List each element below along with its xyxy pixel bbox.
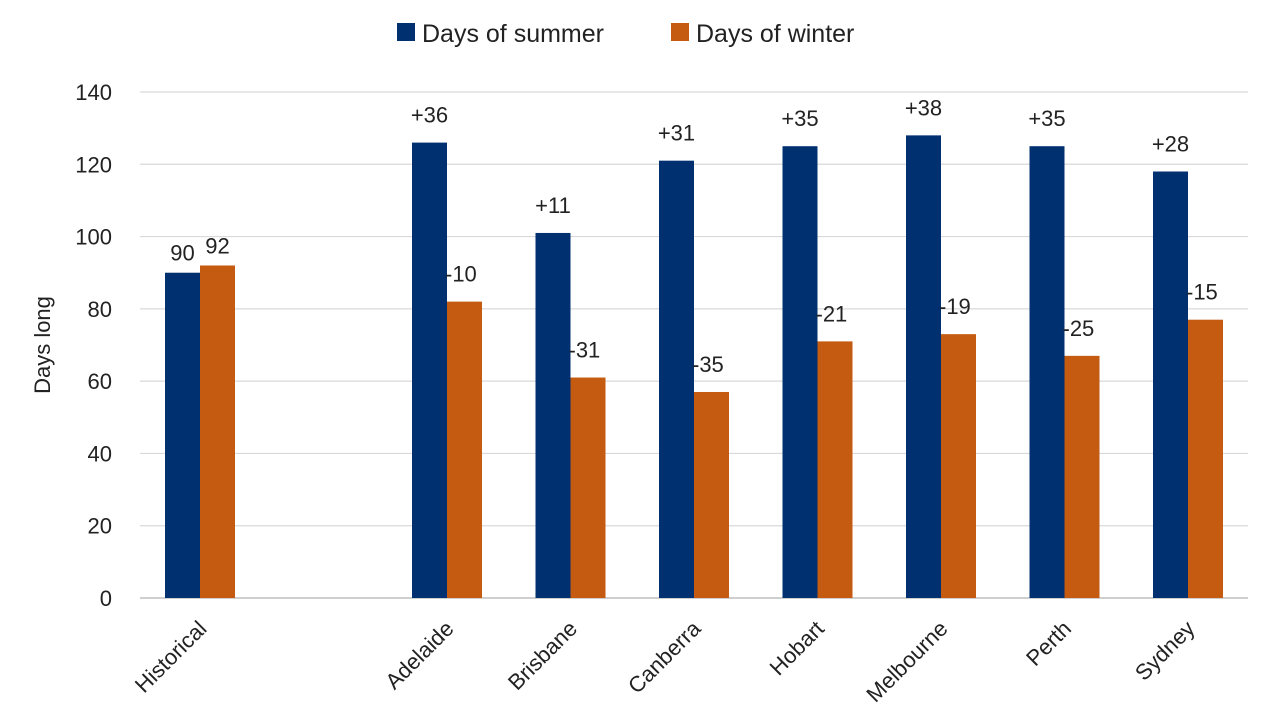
bar-days-of-summer-canberra xyxy=(659,160,694,598)
x-tick-label-canberra: Canberra xyxy=(623,615,706,698)
data-label-days-of-winter-adelaide: -10 xyxy=(445,262,477,287)
data-label-days-of-summer-hobart: +35 xyxy=(781,106,818,131)
data-label-days-of-summer-perth: +35 xyxy=(1028,106,1065,131)
bar-days-of-summer-melbourne xyxy=(906,135,941,598)
x-tick-label-perth: Perth xyxy=(1021,616,1076,671)
x-tick-label-sydney: Sydney xyxy=(1130,616,1200,686)
bar-days-of-summer-historical xyxy=(165,272,200,598)
data-label-days-of-summer-sydney: +28 xyxy=(1152,132,1189,157)
bar-days-of-winter-brisbane xyxy=(570,377,606,598)
data-label-days-of-winter-hobart: -21 xyxy=(816,301,848,326)
data-label-days-of-winter-sydney: -15 xyxy=(1186,280,1218,305)
legend-swatch-days-of-winter xyxy=(671,23,689,41)
y-axis-label: Days long xyxy=(30,296,55,394)
x-tick-label-historical: Historical xyxy=(130,616,212,698)
bar-days-of-winter-hobart xyxy=(817,341,853,598)
x-tick-label-melbourne: Melbourne xyxy=(861,616,952,707)
x-axis-ticks: Historical Adelaide Brisbane Canberra Hobart… xyxy=(130,615,1200,707)
x-tick-label-brisbane: Brisbane xyxy=(503,616,582,695)
legend-label-days-of-summer: Days of summer xyxy=(422,20,604,48)
bar-days-of-winter-canberra xyxy=(694,391,729,598)
data-label-days-of-winter-perth: -25 xyxy=(1063,316,1095,341)
bar-days-of-winter-adelaide xyxy=(447,301,482,598)
data-label-days-of-winter-melbourne: -19 xyxy=(939,294,971,319)
bar-days-of-winter-melbourne xyxy=(941,334,976,598)
bar-days-of-summer-sydney xyxy=(1153,171,1188,598)
bars xyxy=(165,135,1223,598)
bar-days-of-winter-sydney xyxy=(1188,319,1223,598)
data-label-days-of-summer-adelaide: +36 xyxy=(411,103,448,128)
bar-days-of-summer-hobart xyxy=(782,146,818,598)
data-label-days-of-summer-canberra: +31 xyxy=(658,121,695,146)
y-tick-label: 0 xyxy=(100,586,112,611)
data-label-days-of-winter-canberra: -35 xyxy=(692,352,724,377)
data-label-days-of-summer-brisbane: +11 xyxy=(535,193,571,218)
legend-swatch-days-of-summer xyxy=(397,23,415,41)
y-tick-label: 40 xyxy=(88,441,112,466)
bar-days-of-summer-brisbane xyxy=(535,232,571,598)
data-label-days-of-winter-historical: 92 xyxy=(205,233,229,258)
x-tick-label-hobart: Hobart xyxy=(765,616,829,680)
y-tick-label: 100 xyxy=(75,225,112,250)
y-tick-label: 60 xyxy=(88,369,112,394)
bar-days-of-summer-adelaide xyxy=(412,142,447,598)
legend: Days of summer Days of winter xyxy=(397,20,854,48)
y-tick-label: 20 xyxy=(88,514,112,539)
data-label-days-of-winter-brisbane: -31 xyxy=(569,338,601,363)
y-tick-label: 120 xyxy=(75,152,112,177)
bar-days-of-summer-perth xyxy=(1029,146,1065,598)
data-label-days-of-summer-melbourne: +38 xyxy=(905,95,942,120)
y-axis-ticks: 0 20 40 60 80 100 120 140 xyxy=(75,80,112,611)
x-tick-label-adelaide: Adelaide xyxy=(380,616,458,694)
data-label-days-of-summer-historical: 90 xyxy=(170,241,194,266)
bar-days-of-winter-perth xyxy=(1064,355,1100,598)
data-labels: 90 92 +36 -10 +11 -31 +31 -35 +35 -21 +38 -19 +35 -25… xyxy=(170,95,1218,377)
y-tick-label: 140 xyxy=(75,80,112,105)
legend-label-days-of-winter: Days of winter xyxy=(696,20,854,48)
bar-days-of-winter-historical xyxy=(200,265,235,598)
y-tick-label: 80 xyxy=(88,297,112,322)
